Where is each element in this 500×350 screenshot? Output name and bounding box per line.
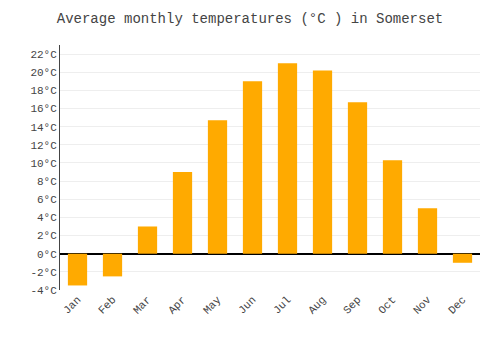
svg-text:16°C: 16°C [30,103,57,115]
svg-text:Apr: Apr [166,294,188,316]
svg-text:4°C: 4°C [37,212,57,224]
svg-text:20°C: 20°C [30,67,57,79]
svg-text:14°C: 14°C [30,122,57,134]
svg-text:10°C: 10°C [30,158,57,170]
svg-text:Sep: Sep [341,294,363,316]
svg-text:Oct: Oct [376,294,398,316]
svg-text:-2°C: -2°C [30,267,57,279]
svg-text:8°C: 8°C [37,176,57,188]
svg-text:May: May [201,294,224,317]
svg-text:Jun: Jun [236,294,258,316]
svg-text:2°C: 2°C [37,230,57,242]
svg-text:18°C: 18°C [30,85,57,97]
svg-text:Mar: Mar [131,294,153,316]
svg-text:Dec: Dec [446,294,468,316]
svg-text:Jan: Jan [61,294,83,316]
svg-text:12°C: 12°C [30,140,57,152]
svg-text:Aug: Aug [306,294,328,316]
svg-text:6°C: 6°C [37,194,57,206]
svg-text:0°C: 0°C [37,249,57,261]
svg-text:Feb: Feb [96,294,118,316]
svg-text:-4°C: -4°C [30,285,57,297]
svg-text:22°C: 22°C [30,49,57,61]
svg-text:Average monthly temperatures (: Average monthly temperatures (°C ) in So… [57,11,443,27]
svg-text:Jul: Jul [271,294,293,316]
svg-text:Nov: Nov [411,294,434,317]
